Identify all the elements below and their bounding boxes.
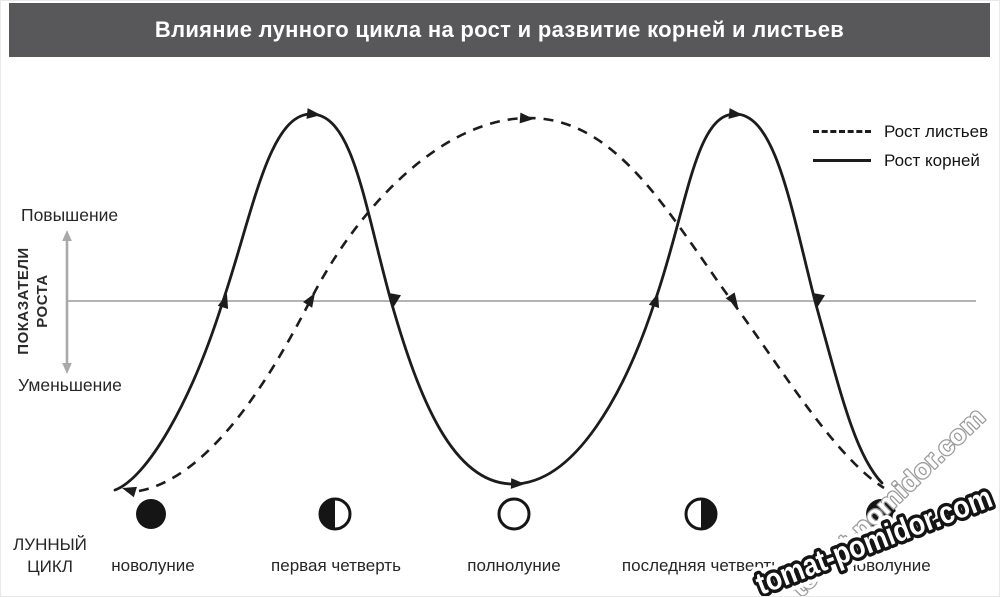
up-arrowhead-icon	[62, 230, 72, 241]
moon-phase-icons	[136, 497, 896, 531]
curve-arrowhead-icon	[519, 112, 534, 124]
y-axis-title-line2: РОСТА	[34, 274, 51, 328]
curve-arrowhead-icon	[510, 478, 525, 489]
curve-arrowhead-icon	[648, 293, 660, 308]
y-axis-title: ПОКАЗАТЕЛИ РОСТА	[14, 241, 54, 361]
phase-label-new-moon-1: новолуние	[111, 556, 195, 575]
y-axis-label-increase: Повышение	[21, 205, 119, 225]
phase-label-first-quarter: первая четверть	[271, 556, 401, 575]
legend-item-roots: Рост корней	[813, 146, 999, 175]
dashed-line-sample-icon	[813, 130, 871, 133]
legend-label-roots: Рост корней	[884, 150, 980, 170]
y-axis-double-arrow	[62, 230, 72, 374]
page-title: Влияние лунного цикла на рост и развитие…	[9, 3, 990, 57]
phase-label-full-moon: полнолуние	[467, 556, 561, 575]
y-axis-title-line1: ПОКАЗАТЕЛИ	[15, 247, 32, 355]
page-title-text: Влияние лунного цикла на рост и развитие…	[154, 17, 845, 42]
x-axis-title-line1: ЛУННЫЙ	[13, 535, 87, 554]
curve-arrowhead-icon	[390, 293, 401, 308]
curve-arrowhead-icon	[303, 293, 315, 308]
solid-line-sample-icon	[813, 159, 871, 162]
leaves-curve-arrowheads	[303, 112, 738, 308]
curve-arrowhead-icon	[814, 293, 825, 308]
new-moon-icon	[866, 499, 896, 529]
first-quarter-moon-icon	[318, 497, 352, 531]
curve-arrowhead-icon	[725, 292, 738, 307]
curve-arrowhead-icon	[728, 108, 743, 119]
down-arrowhead-icon	[62, 363, 72, 374]
leaves-growth-curve	[138, 116, 885, 493]
last-quarter-moon-icon	[684, 497, 718, 531]
phase-label-new-moon-2: новолуние	[847, 556, 931, 575]
x-axis-title-lunar-cycle: ЛУННЫЙ ЦИКЛ	[9, 534, 91, 578]
new-moon-icon	[136, 499, 166, 529]
y-axis-label-decrease: Уменьшение	[18, 375, 122, 395]
phase-label-last-quarter: последняя четверть	[621, 556, 781, 575]
legend: Рост листьев Рост корней	[813, 117, 999, 175]
x-axis-title-line2: ЦИКЛ	[27, 557, 73, 576]
full-moon-icon	[497, 497, 531, 531]
legend-item-leaves: Рост листьев	[813, 117, 999, 146]
legend-label-leaves: Рост листьев	[884, 121, 989, 141]
curve-arrowhead-icon	[306, 108, 321, 119]
roots-curve-arrowheads	[122, 108, 825, 498]
curve-arrowhead-icon	[217, 294, 229, 309]
curve-arrowhead-icon	[122, 486, 137, 498]
